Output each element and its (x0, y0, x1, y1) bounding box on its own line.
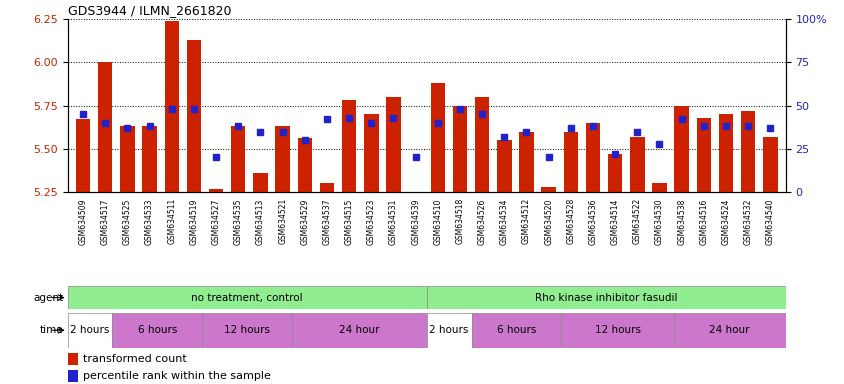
Bar (560, 313, 673, 348)
Bar (165, 21, 179, 192)
Bar (292, 313, 426, 348)
Bar (143, 126, 157, 192)
Bar (426, 313, 471, 348)
Bar (718, 114, 733, 192)
Bar (187, 40, 201, 192)
Bar (76, 119, 90, 192)
Text: no treatment, control: no treatment, control (191, 293, 303, 303)
Text: time: time (40, 325, 63, 335)
Bar (342, 101, 356, 192)
Bar (230, 126, 246, 192)
Bar (120, 126, 134, 192)
Bar (630, 137, 644, 192)
Bar (275, 126, 289, 192)
Bar (652, 184, 666, 192)
Bar (673, 313, 785, 348)
Bar (202, 313, 292, 348)
Bar (695, 118, 710, 192)
Text: transformed count: transformed count (84, 354, 187, 364)
Text: 12 hours: 12 hours (224, 325, 270, 335)
Bar (386, 97, 400, 192)
Bar (541, 187, 555, 192)
Bar (430, 83, 445, 192)
Bar (452, 106, 467, 192)
Bar (112, 313, 202, 348)
Bar (98, 63, 112, 192)
Bar (68, 313, 112, 348)
Bar (519, 132, 533, 192)
Bar (471, 313, 560, 348)
Bar (68, 370, 78, 382)
Bar (740, 111, 755, 192)
Bar (563, 132, 577, 192)
Bar (364, 114, 378, 192)
Bar (496, 140, 511, 192)
Bar (585, 123, 599, 192)
Bar (319, 184, 333, 192)
Bar (208, 189, 223, 192)
Bar (253, 173, 268, 192)
Bar (426, 286, 785, 309)
Text: 24 hour: 24 hour (709, 325, 749, 335)
Text: 24 hour: 24 hour (338, 325, 379, 335)
Text: 12 hours: 12 hours (594, 325, 640, 335)
Bar (674, 106, 688, 192)
Text: 2 hours: 2 hours (429, 325, 468, 335)
Text: GDS3944 / ILMN_2661820: GDS3944 / ILMN_2661820 (68, 3, 230, 17)
Bar (68, 353, 78, 365)
Text: 6 hours: 6 hours (138, 325, 177, 335)
Bar (297, 139, 311, 192)
Bar (68, 286, 426, 309)
Bar (474, 97, 489, 192)
Bar (762, 137, 776, 192)
Text: Rho kinase inhibitor fasudil: Rho kinase inhibitor fasudil (534, 293, 677, 303)
Text: 6 hours: 6 hours (496, 325, 536, 335)
Text: percentile rank within the sample: percentile rank within the sample (84, 371, 271, 381)
Bar (607, 154, 622, 192)
Text: 2 hours: 2 hours (70, 325, 110, 335)
Text: agent: agent (33, 293, 63, 303)
